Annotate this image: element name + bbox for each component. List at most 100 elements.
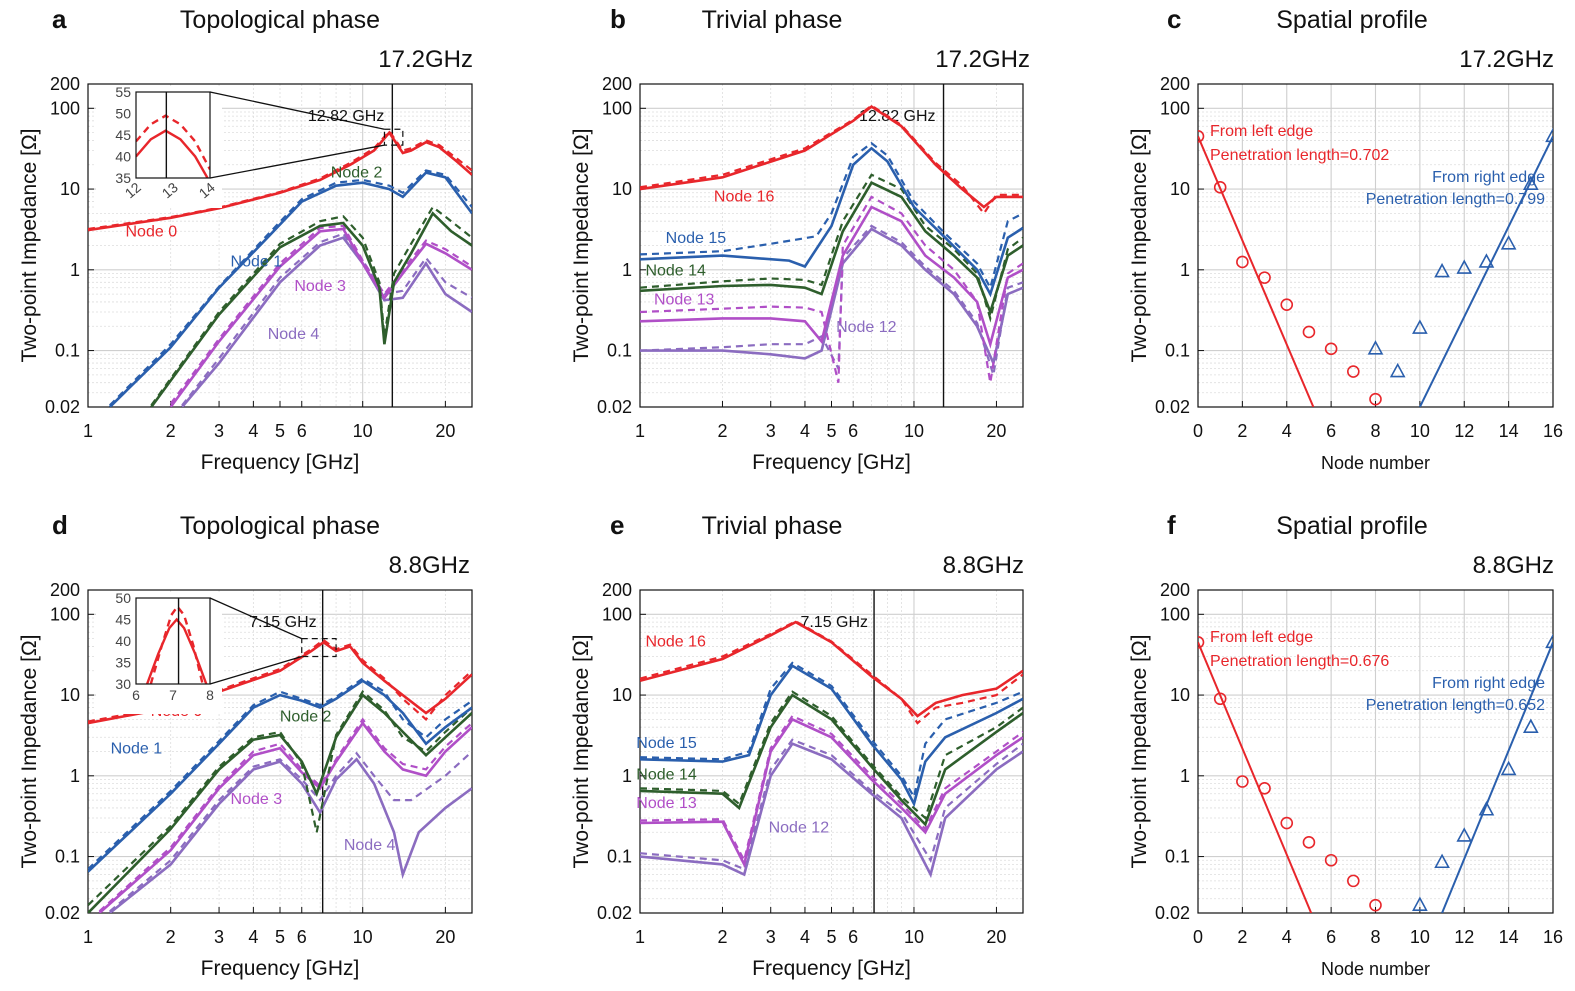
series-solid-node-12	[640, 742, 1023, 879]
series-group-a	[88, 129, 472, 407]
x-axis-label-d: Frequency [GHz]	[201, 957, 360, 980]
x-axis-label-c: Node number	[1321, 453, 1430, 473]
data-point-right	[1434, 853, 1450, 869]
series-solid-node-4	[181, 236, 472, 407]
series-dashed-node-16	[640, 104, 1023, 216]
inset-background	[96, 88, 222, 208]
panel-title-a: Topological phase	[180, 6, 380, 34]
series-label-node-2: Node 2	[280, 709, 332, 726]
zoom-box	[301, 638, 337, 658]
x-tick-label: 3	[766, 927, 776, 947]
data-point-left	[1198, 636, 1205, 649]
y-tick-label: 0.1	[55, 341, 80, 361]
x-tick-label: 20	[986, 421, 1006, 441]
fit-line-left	[1198, 641, 1313, 913]
series-label-node-16: Node 16	[714, 189, 775, 206]
x-tick-label: 1	[635, 927, 645, 947]
inset-series-dashed	[136, 114, 210, 170]
series-solid-node-4	[108, 757, 472, 913]
y-tick-label: 10	[1170, 179, 1190, 199]
data-point-left	[1213, 692, 1227, 706]
series-label-node-2: Node 2	[331, 164, 383, 181]
zoom-connector	[209, 597, 303, 640]
series-dashed-node-3	[169, 224, 472, 405]
y-tick-label: 0.1	[1165, 341, 1190, 361]
x-tick-label: 16	[1543, 927, 1563, 947]
data-point-right	[1522, 175, 1539, 190]
inset-frame	[135, 597, 211, 685]
x-tick-label: 2	[717, 927, 727, 947]
left-penetration-label: Penetration length=0.702	[1210, 147, 1389, 164]
y-tick-label: 10	[60, 685, 80, 705]
series-solid-node-14	[640, 693, 1023, 827]
series-dashed-node-0	[88, 638, 472, 723]
series-dashed-node-1	[88, 677, 472, 870]
x-tick-label: 6	[1326, 421, 1336, 441]
series-dashed-node-13	[640, 195, 1023, 383]
zoom-connector	[209, 144, 385, 179]
y-tick-label: 200	[602, 74, 632, 94]
data-point-left	[1302, 325, 1316, 339]
series-dashed-node-14	[640, 690, 1023, 820]
x-axis-label-f: Node number	[1321, 959, 1430, 979]
x-tick-label: 2	[1237, 421, 1247, 441]
x-tick-label: 3	[214, 927, 224, 947]
marker-label-a: 12.82 GHz	[308, 108, 384, 125]
panel-title-c: Spatial profile	[1276, 6, 1427, 34]
x-tick-label: 1	[83, 927, 93, 947]
data-point-right	[1456, 827, 1473, 842]
inset-frame	[135, 91, 211, 179]
y-tick-label: 10	[612, 179, 632, 199]
x-tick-label: 8	[1370, 927, 1380, 947]
data-point-right	[1478, 801, 1495, 816]
y-axis-label-d: Two-point Impedance [Ω]	[18, 635, 41, 869]
y-tick-label: 1	[622, 260, 632, 280]
x-tick-label: 20	[435, 421, 455, 441]
x-tick-label: 5	[275, 927, 285, 947]
right-edge-label: From right edge	[1432, 169, 1545, 186]
inset-y-tick-label: 50	[115, 106, 131, 122]
y-tick-label: 10	[1170, 685, 1190, 705]
x-tick-label: 14	[1499, 421, 1519, 441]
y-tick-label: 10	[60, 179, 80, 199]
x-tick-label: 2	[166, 421, 176, 441]
y-tick-label: 1	[70, 260, 80, 280]
y-axis-label-c: Two-point Impedance [Ω]	[1128, 129, 1151, 363]
x-tick-label: 4	[800, 421, 810, 441]
inset-x-tick-label: 7	[169, 687, 177, 703]
series-label-node-12: Node 12	[769, 819, 830, 836]
panel-frequency-b: 17.2GHz	[935, 46, 1030, 73]
data-point-left	[1258, 782, 1271, 795]
series-dashed-node-2	[88, 690, 472, 906]
panel-frequency-e: 8.8GHz	[943, 552, 1024, 579]
inset-plot-a	[136, 114, 210, 178]
marker-label-e: 7.15 GHz	[800, 614, 868, 631]
series-label-node-3: Node 3	[231, 791, 283, 808]
series-solid-node-3	[98, 720, 472, 913]
x-tick-label: 0	[1193, 927, 1203, 947]
series-label-node-4: Node 4	[344, 837, 396, 854]
right-penetration-label: Penetration length=0.652	[1366, 697, 1545, 714]
x-tick-label: 5	[826, 421, 836, 441]
y-tick-label: 10	[612, 685, 632, 705]
left-penetration-label: Penetration length=0.676	[1210, 653, 1389, 670]
x-tick-label: 10	[1410, 421, 1430, 441]
x-tick-label: 6	[1326, 927, 1336, 947]
x-tick-label: 5	[275, 421, 285, 441]
data-point-right	[1456, 259, 1473, 274]
y-tick-label: 100	[602, 604, 632, 624]
series-group-d	[88, 638, 472, 913]
y-tick-label: 0.02	[45, 397, 80, 417]
series-solid-node-13	[640, 717, 1023, 869]
panel-title-d: Topological phase	[180, 512, 380, 540]
y-tick-label: 0.02	[1155, 397, 1190, 417]
panel-frequency-f: 8.8GHz	[1473, 552, 1554, 579]
inset-x-tick-label: 6	[132, 687, 140, 703]
y-axis-label-f: Two-point Impedance [Ω]	[1128, 635, 1151, 869]
y-tick-label: 100	[50, 98, 80, 118]
data-point-right	[1434, 262, 1450, 278]
y-tick-label: 1	[1180, 260, 1190, 280]
panel-frequency-c: 17.2GHz	[1459, 46, 1554, 73]
inset-y-tick-label: 45	[115, 612, 131, 628]
data-point-left	[1302, 836, 1316, 849]
